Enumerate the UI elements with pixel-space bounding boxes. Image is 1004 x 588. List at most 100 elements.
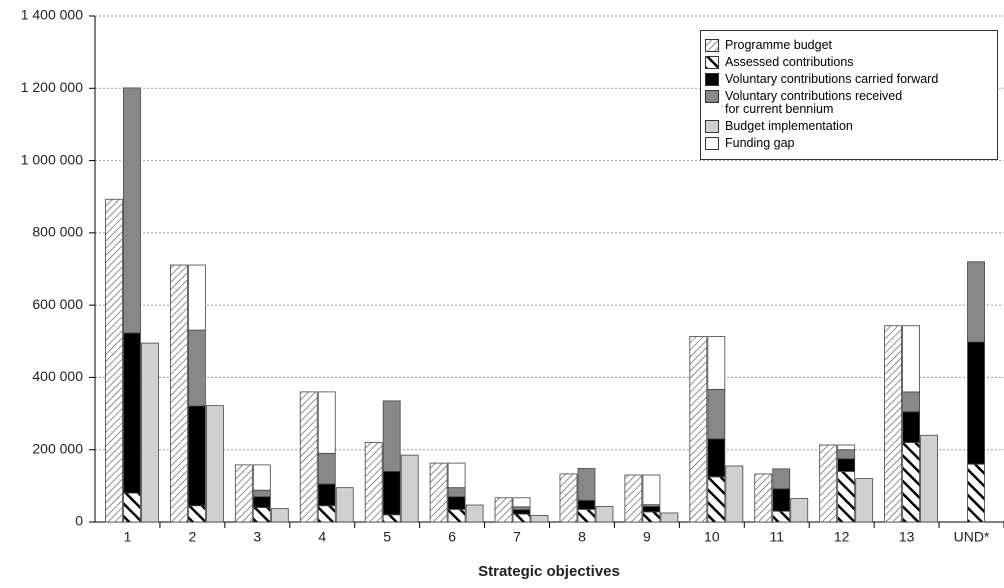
bar [967,463,985,523]
x-tick-label: 8 [578,529,586,545]
x-axis-title: Strategic objectives [478,563,620,580]
x-tick-label: 3 [253,529,261,545]
y-tick-label: 1 000 000 [21,151,83,167]
legend-swatch [705,90,719,103]
bar [902,442,921,523]
bar [141,342,159,523]
bar [187,405,206,507]
bar [855,478,874,523]
bar [967,341,985,465]
legend-item: Funding gap [705,137,993,150]
bar [465,504,484,523]
x-tick-label: 7 [513,529,521,545]
bar [105,198,123,523]
bar [123,87,141,334]
bar [689,336,708,523]
bar [252,507,271,523]
x-tick-label: 5 [383,529,391,545]
bar [595,506,614,523]
bar [382,514,401,523]
bar [512,497,531,508]
bar [317,452,336,485]
bar [837,470,856,523]
bar [819,444,838,523]
y-tick-label: 1 400 000 [21,7,83,23]
bar [772,510,791,523]
y-tick-label: 600 000 [32,296,83,312]
legend-item: Voluntary contributions carried forward [705,73,993,86]
bar [447,496,466,510]
y-tick-label: 200 000 [32,440,83,456]
bar [512,506,531,511]
bar [252,496,271,508]
bar [772,468,791,490]
legend-swatch [705,73,719,86]
bar [642,506,661,513]
bar [772,488,791,512]
legend-label: Assessed contributions [725,55,854,69]
bar [447,508,466,523]
bar [707,476,726,523]
bar [512,513,531,523]
bar [123,492,141,523]
bar [754,473,773,523]
bar [123,332,141,494]
bar [494,497,513,523]
y-tick-label: 800 000 [32,224,83,240]
y-tick-label: 0 [75,513,83,529]
bar [205,405,224,523]
bar [447,487,466,498]
legend-swatch [705,120,719,133]
bar [447,462,466,489]
bar [902,411,921,443]
x-tick-label: 2 [188,529,196,545]
bar [967,261,985,343]
bar [530,515,549,523]
bar [707,438,726,478]
x-tick-label: 10 [704,529,720,545]
x-tick-label: 9 [643,529,651,545]
bar [577,499,596,510]
bar [577,508,596,523]
bar [187,264,206,331]
bar [559,473,578,523]
x-tick-label: 4 [318,529,326,545]
bar [382,470,401,516]
bar [317,505,336,523]
bar [624,474,643,523]
bar [512,509,531,515]
legend-label: Budget implementation [725,119,853,133]
legend-label: Programme budget [725,38,833,52]
y-tick-label: 1 200 000 [21,79,83,95]
bar [187,329,206,407]
legend-swatch [705,137,719,150]
bar [234,464,253,523]
x-tick-label: UND* [954,529,990,545]
bar [429,462,448,523]
bar [884,325,903,523]
legend-item: Assessed contributions [705,56,993,69]
bar [642,474,661,506]
x-tick-label: 1 [124,529,132,545]
bar [725,465,744,523]
bar [577,468,596,501]
bar [837,449,856,460]
bar [382,400,401,472]
bar [270,508,289,523]
x-tick-label: 11 [769,529,784,545]
x-tick-label: 12 [834,529,850,545]
legend-item: Programme budget [705,39,993,52]
legend-label: Funding gap [725,136,795,150]
bar [252,464,271,491]
bar [790,498,809,523]
bar [317,391,336,454]
bar [364,442,383,523]
legend-swatch [705,39,719,52]
legend-swatch [705,56,719,69]
legend-item: Budget implementation [705,120,993,133]
bar [837,458,856,472]
bar [837,444,856,451]
bar [642,511,661,523]
